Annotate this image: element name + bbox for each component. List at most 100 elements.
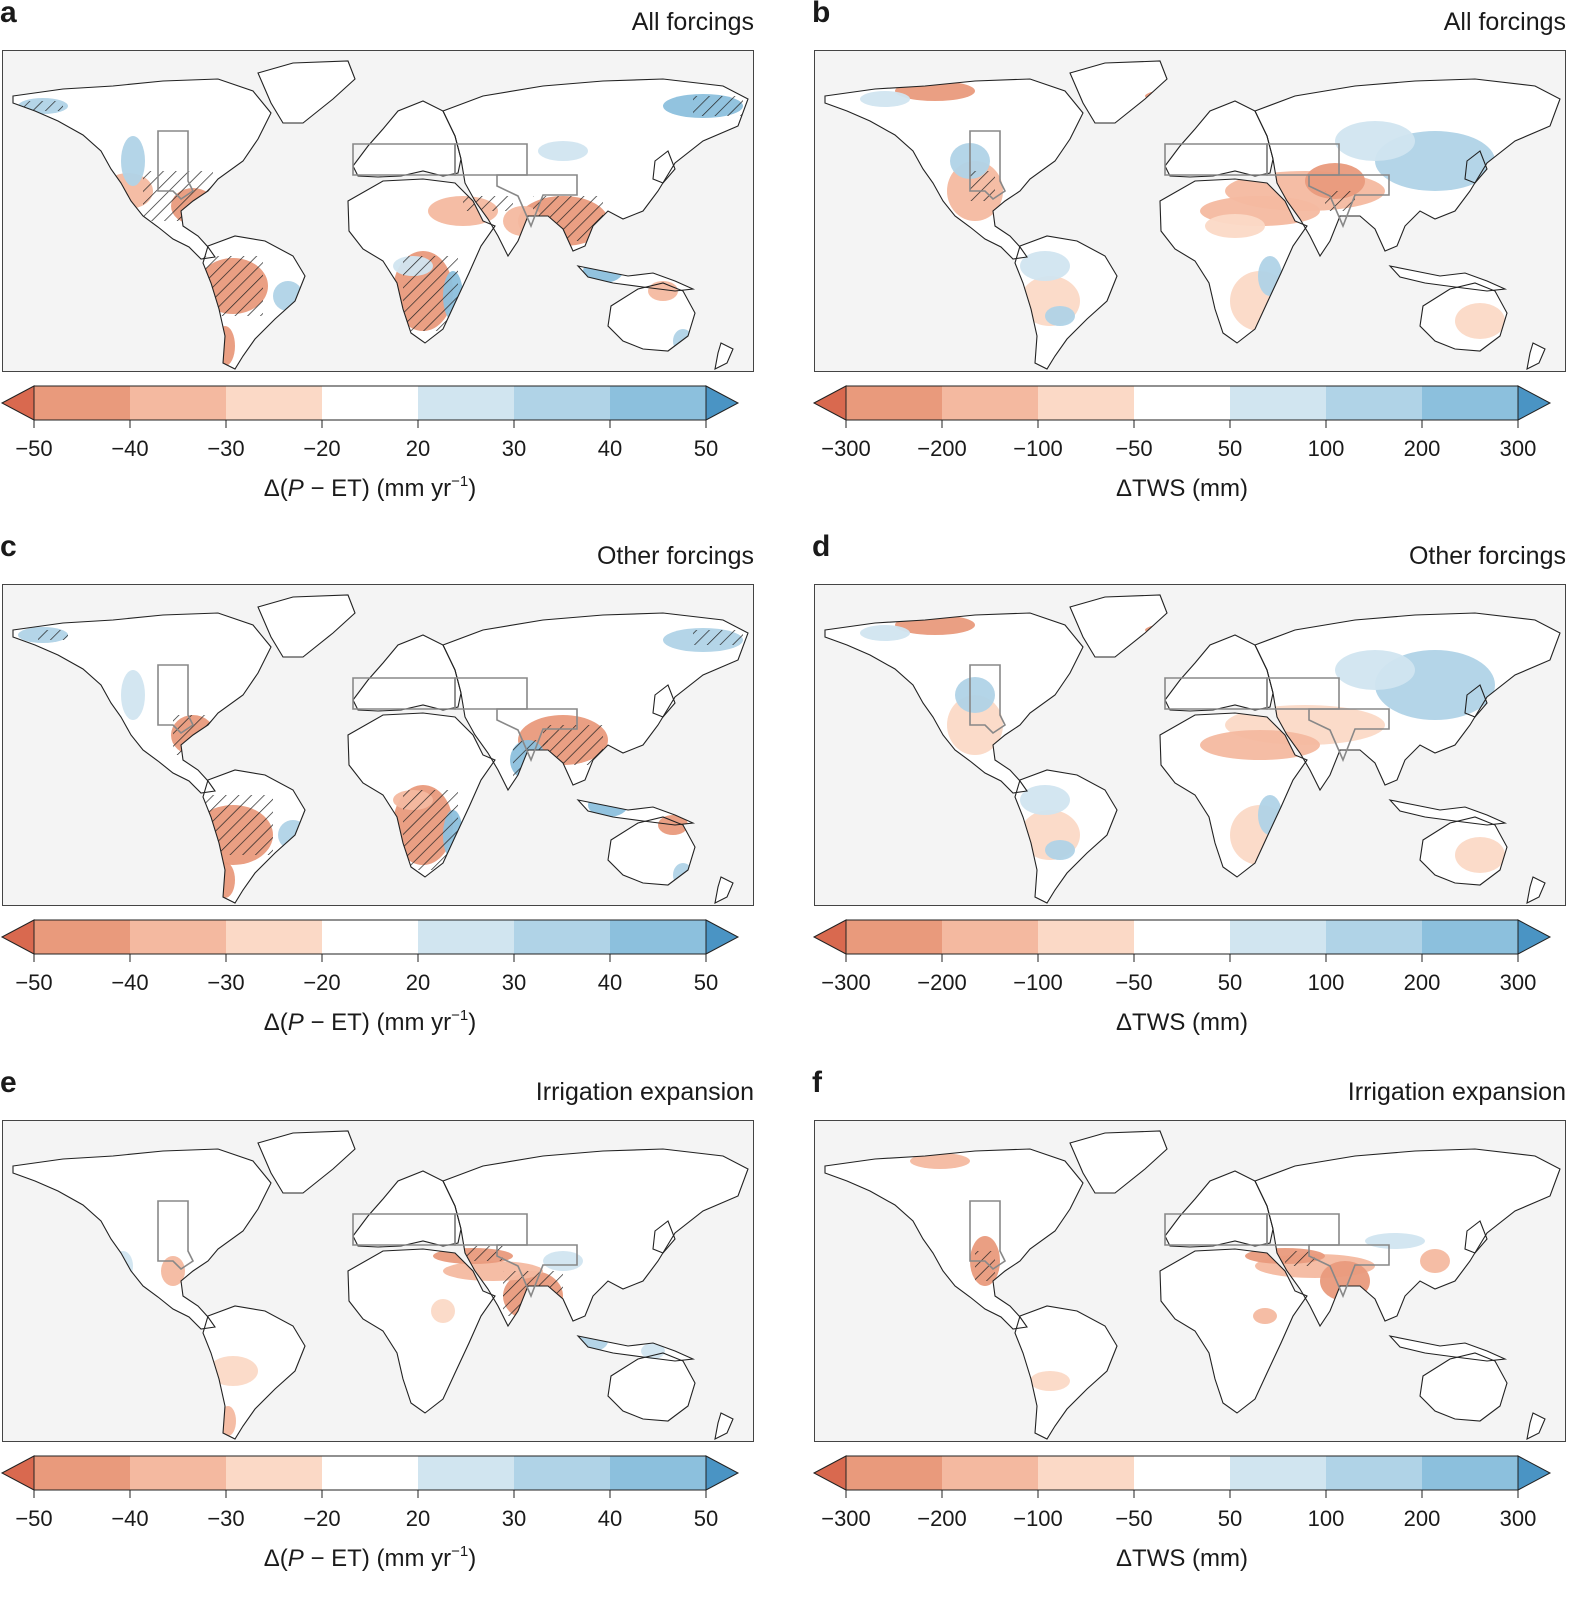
colorbar-tick-label: 200 <box>1404 436 1441 461</box>
colorbar-tick-label: 100 <box>1308 970 1345 995</box>
colorbar-tick-label: −200 <box>917 970 967 995</box>
coastline <box>576 265 696 292</box>
colorbar: −50 −40 −30 −20 20 30 40 50 Δ(P − ET) (mm yr−1) <box>0 385 756 516</box>
landmass-northAmerica <box>13 1149 271 1329</box>
coastline <box>1526 876 1546 904</box>
colorbar-tick-label: 300 <box>1500 436 1537 461</box>
world-map <box>2 1120 754 1442</box>
anomaly-region <box>1420 1249 1450 1273</box>
colorbar-label: Δ(P − ET) (mm yr−1) <box>264 473 476 502</box>
colorbar-tick-label: −40 <box>111 436 148 461</box>
colorbar-tick-label: −30 <box>207 970 244 995</box>
map-svg <box>3 51 753 371</box>
colorbar-label: Δ(P − ET) (mm yr−1) <box>264 1007 476 1036</box>
panel-title: Irrigation expansion <box>1347 1078 1566 1106</box>
anomaly-region <box>1335 650 1415 690</box>
coastline <box>1159 178 1308 344</box>
coastline <box>442 1148 749 1328</box>
colorbar-tick-label: −50 <box>15 436 52 461</box>
colorbar-tick-label: 100 <box>1308 436 1345 461</box>
colorbar-segment <box>846 920 942 954</box>
colorbar-segment <box>1326 1456 1422 1490</box>
colorbar-tick-label: −40 <box>111 970 148 995</box>
coastline <box>1388 1335 1508 1362</box>
colorbar-segment <box>322 920 418 954</box>
region-outline <box>157 1200 195 1271</box>
coastline <box>576 799 696 826</box>
landmass-greenland <box>258 61 355 123</box>
coastline <box>1159 1248 1308 1414</box>
colorbar-extend-high <box>1517 1455 1552 1491</box>
colorbar-segment <box>1326 386 1422 420</box>
anomaly-region <box>1200 730 1320 760</box>
region-outline <box>969 664 1007 735</box>
anomaly-region <box>538 141 588 161</box>
coastline <box>442 612 749 792</box>
panel-title: Other forcings <box>596 542 754 570</box>
anomaly-region <box>1020 251 1070 281</box>
colorbar-segment <box>130 386 226 420</box>
colorbar-extend-high <box>1517 919 1552 955</box>
colorbar-tick-label: −50 <box>1115 1506 1152 1531</box>
colorbar-tick-label: 50 <box>1218 970 1242 995</box>
coastline <box>576 1335 696 1362</box>
colorbar-segment <box>514 1456 610 1490</box>
anomaly-region <box>208 1356 258 1386</box>
significance-hatch <box>1285 1251 1315 1266</box>
map-svg <box>815 1121 1565 1441</box>
panel-letter: f <box>812 1066 822 1099</box>
anomaly-region <box>121 670 145 720</box>
coastline <box>347 1248 496 1414</box>
colorbar-tick-label: 200 <box>1404 970 1441 995</box>
colorbar-tick-label: −100 <box>1013 436 1063 461</box>
colorbar-segment <box>226 920 322 954</box>
coastline <box>1159 712 1308 878</box>
anomaly-region <box>1455 303 1505 339</box>
colorbar-segment <box>846 386 942 420</box>
region-outline <box>157 130 195 201</box>
colorbar-segment <box>610 1456 706 1490</box>
coastline <box>347 178 496 344</box>
significance-hatch <box>693 96 743 116</box>
coastline <box>1014 235 1118 370</box>
colorbar-extend-high <box>1517 385 1552 421</box>
anomaly-region <box>1205 214 1265 238</box>
colorbar-segment <box>1230 1456 1326 1490</box>
anomaly-region <box>1045 840 1075 860</box>
colorbar-segment <box>1038 920 1134 954</box>
anomaly-region <box>1335 121 1415 161</box>
world-map <box>2 50 754 372</box>
anomaly-region <box>161 1256 185 1286</box>
landmass-africa <box>1160 1249 1307 1413</box>
colorbar-tick-label: −200 <box>917 1506 967 1531</box>
significance-hatch <box>1325 191 1355 211</box>
significance-hatch <box>975 1251 995 1281</box>
panel-e: e Irrigation expansion −50 −40 −30 −20 20 30 40 5… <box>0 1066 756 1590</box>
landmass-northAmerica <box>825 613 1083 793</box>
colorbar-tick-label: −100 <box>1013 1506 1063 1531</box>
panel-c: c Other forcings −50 −40 −30 −20 20 30 40 50 Δ(P −… <box>0 530 756 1054</box>
colorbar-tick-label: 50 <box>694 970 718 995</box>
map-svg <box>815 585 1565 905</box>
colorbar-segment <box>610 386 706 420</box>
colorbar-segment <box>942 1456 1038 1490</box>
landmass-europe <box>353 1171 461 1247</box>
significance-hatch <box>463 1246 503 1261</box>
colorbar-segment <box>1038 386 1134 420</box>
colorbar-segment <box>514 920 610 954</box>
coastline <box>1419 816 1508 886</box>
coastline <box>347 712 496 878</box>
colorbar-tick-label: 40 <box>598 436 622 461</box>
significance-hatch <box>38 630 68 640</box>
colorbar-tick-label: −50 <box>1115 970 1152 995</box>
anomaly-region <box>121 136 145 186</box>
coastline <box>607 1352 696 1422</box>
panel-title: Irrigation expansion <box>535 1078 754 1106</box>
colorbar-segment <box>418 1456 514 1490</box>
coastline <box>202 235 306 370</box>
region-outline <box>496 1244 578 1299</box>
anomaly-region <box>910 1153 970 1169</box>
colorbar-segment <box>322 1456 418 1490</box>
coastline <box>1254 612 1561 792</box>
colorbar-tick-label: 30 <box>502 970 526 995</box>
